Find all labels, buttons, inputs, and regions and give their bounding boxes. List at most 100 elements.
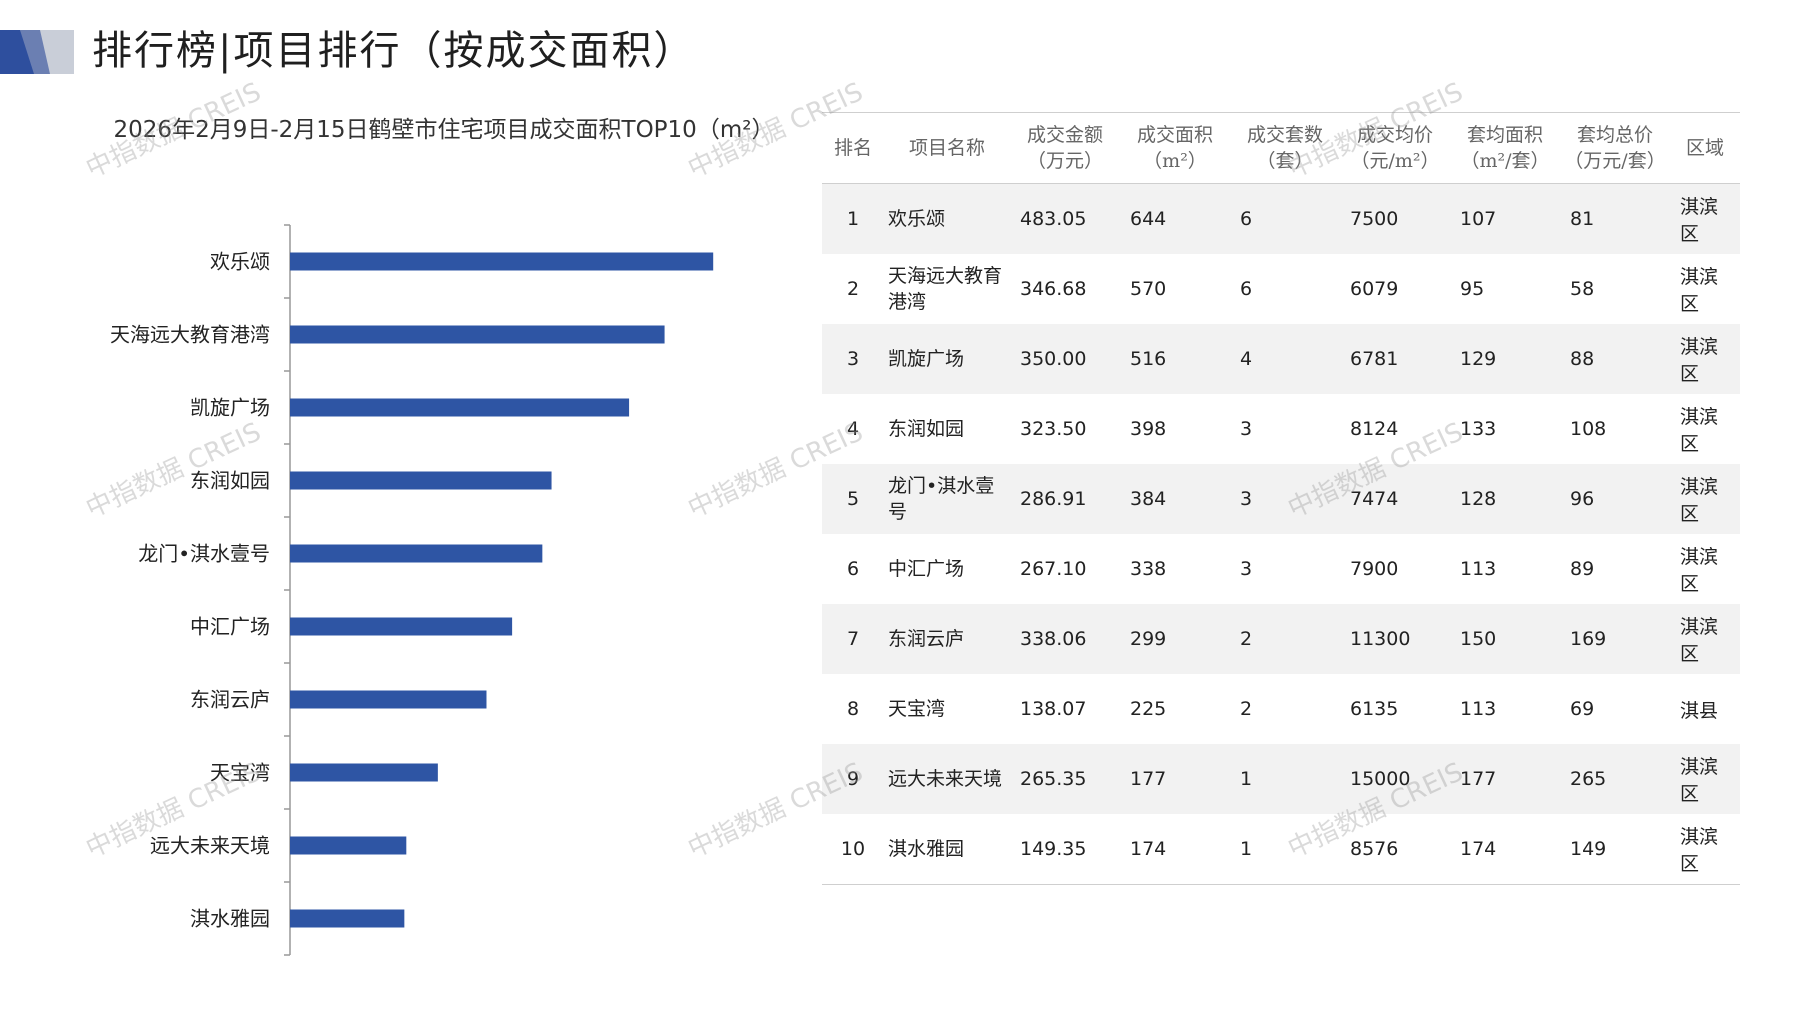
price-cell: 11300 — [1340, 604, 1450, 674]
table-row: 6 中汇广场 267.10 338 3 7900 113 89 淇滨区 — [822, 534, 1740, 604]
region-cell: 淇滨区 — [1680, 406, 1719, 455]
bar — [290, 252, 714, 271]
table-row: 9 远大未来天境 265.35 177 1 15000 177 265 淇滨区 — [822, 744, 1740, 814]
column-header: 区域 — [1670, 112, 1740, 184]
category-label: 远大未来天境 — [150, 834, 270, 858]
table-row: 3 凯旋广场 350.00 516 4 6781 129 88 淇滨区 — [822, 324, 1740, 394]
table-row: 10 淇水雅园 149.35 174 1 8576 174 149 淇滨区 — [822, 814, 1740, 885]
table-row: 1 欢乐颂 483.05 644 6 7500 107 81 淇滨区 — [822, 183, 1740, 254]
avg-total-cell: 58 — [1570, 278, 1595, 300]
column-header-label: 套均面积 — [1466, 124, 1543, 146]
column-header-label: 成交套数 — [1246, 124, 1323, 146]
bar-chart: 欢乐颂天海远大教育港湾凯旋广场东润如园龙门•淇水壹号中汇广场东润云庐天宝湾远大未… — [110, 224, 714, 956]
avg-total-cell: 69 — [1570, 698, 1595, 720]
column-header-unit: （万元） — [1026, 150, 1103, 172]
rank-cell: 6 — [846, 558, 860, 580]
units-cell: 6 — [1230, 183, 1340, 254]
rank-cell: 4 — [846, 418, 860, 440]
category-label: 天宝湾 — [210, 761, 270, 785]
amount-cell: 267.10 — [1020, 558, 1087, 580]
column-header-label: 套均总价 — [1576, 124, 1653, 146]
rank-cell: 7 — [822, 604, 884, 674]
chart-title: 2026年2月9日-2月15日鹤壁市住宅项目成交面积TOP10（m²） — [113, 117, 775, 143]
avg-area-cell: 113 — [1460, 698, 1497, 720]
category-label: 东润如园 — [190, 469, 270, 493]
units-cell: 2 — [1240, 698, 1253, 720]
amount-cell: 265.35 — [1010, 744, 1120, 814]
units-cell: 3 — [1230, 464, 1340, 534]
category-label: 中汇广场 — [190, 615, 270, 639]
units-cell: 3 — [1240, 418, 1253, 440]
area-cell: 338 — [1130, 558, 1167, 580]
area-cell: 644 — [1120, 183, 1230, 254]
amount-cell: 346.68 — [1020, 278, 1087, 300]
table-header-row: 排名 项目名称 成交金额 （万元） 成交面积 （m²） 成交套数 （套） 成交均价 （元/m²） 套… — [822, 112, 1740, 184]
area-cell: 570 — [1130, 278, 1167, 300]
area-cell: 384 — [1120, 464, 1230, 534]
avg-total-cell: 81 — [1560, 183, 1670, 254]
price-cell: 6079 — [1350, 278, 1399, 300]
amount-cell: 338.06 — [1010, 604, 1120, 674]
category-label: 天海远大教育港湾 — [110, 323, 270, 347]
project-name-cell: 凯旋广场 — [884, 324, 1010, 394]
avg-area-cell: 113 — [1460, 558, 1497, 580]
units-cell: 1 — [1230, 814, 1340, 885]
bar — [290, 471, 552, 490]
area-cell: 177 — [1120, 744, 1230, 814]
bar — [290, 617, 513, 636]
project-name-cell: 欢乐颂 — [884, 183, 1010, 254]
column-header-unit: （套） — [1256, 150, 1314, 172]
region-cell: 淇滨区 — [1680, 266, 1719, 315]
category-label: 欢乐颂 — [210, 250, 270, 274]
column-header-unit: （元/m²） — [1350, 150, 1440, 172]
avg-area-cell: 129 — [1450, 324, 1560, 394]
avg-area-cell: 177 — [1450, 744, 1560, 814]
column-header-unit: （m²） — [1143, 150, 1207, 172]
column-header: 套均面积 （m²/套） — [1450, 112, 1560, 184]
avg-total-cell: 169 — [1560, 604, 1670, 674]
header: 排行榜|项目排行（按成交面积） — [0, 22, 900, 74]
column-header: 成交面积 （m²） — [1120, 112, 1230, 184]
column-header-label: 区域 — [1685, 137, 1724, 159]
column-header: 成交套数 （套） — [1230, 112, 1340, 184]
avg-total-cell: 88 — [1560, 324, 1670, 394]
amount-cell: 138.07 — [1020, 698, 1087, 720]
area-cell: 225 — [1130, 698, 1167, 720]
project-name-cell: 天海远大教育港湾 — [888, 265, 1003, 313]
price-cell: 8576 — [1340, 814, 1450, 885]
units-cell: 3 — [1240, 558, 1253, 580]
bar — [290, 690, 487, 709]
table-row: 7 东润云庐 338.06 299 2 11300 150 169 淇滨区 — [822, 604, 1740, 674]
price-cell: 7500 — [1340, 183, 1450, 254]
project-name-cell: 淇水雅园 — [884, 814, 1010, 885]
price-cell: 6135 — [1350, 698, 1399, 720]
project-name-cell: 东润云庐 — [884, 604, 1010, 674]
rank-cell: 5 — [822, 464, 884, 534]
area-cell: 174 — [1120, 814, 1230, 885]
price-cell: 15000 — [1340, 744, 1450, 814]
rank-cell: 2 — [846, 278, 860, 300]
column-header-unit: （万元/套） — [1564, 150, 1666, 172]
bar — [290, 398, 630, 417]
rank-cell: 10 — [822, 814, 884, 885]
column-header-label: 成交金额 — [1026, 124, 1103, 146]
table-row: 4 东润如园 323.50 398 3 8124 133 108 淇滨区 — [822, 394, 1740, 464]
avg-total-cell: 149 — [1560, 814, 1670, 885]
ranking-table-container: 排名 项目名称 成交金额 （万元） 成交面积 （m²） 成交套数 （套） 成交均价 （元/m²） 套… — [822, 112, 1740, 885]
column-header-label: 项目名称 — [908, 137, 985, 159]
bar — [290, 325, 665, 344]
region-cell: 淇滨区 — [1680, 546, 1719, 595]
column-header-label: 成交均价 — [1356, 124, 1433, 146]
amount-cell: 350.00 — [1010, 324, 1120, 394]
rank-cell: 9 — [822, 744, 884, 814]
avg-area-cell: 107 — [1450, 183, 1560, 254]
avg-total-cell: 108 — [1570, 418, 1607, 440]
column-header: 项目名称 — [884, 112, 1010, 184]
column-header: 套均总价 （万元/套） — [1560, 112, 1670, 184]
amount-cell: 149.35 — [1010, 814, 1120, 885]
avg-total-cell: 96 — [1560, 464, 1670, 534]
amount-cell: 323.50 — [1020, 418, 1087, 440]
bar — [290, 763, 438, 782]
header-decoration-icon — [0, 30, 74, 74]
column-header-unit: （m²/套） — [1460, 150, 1550, 172]
